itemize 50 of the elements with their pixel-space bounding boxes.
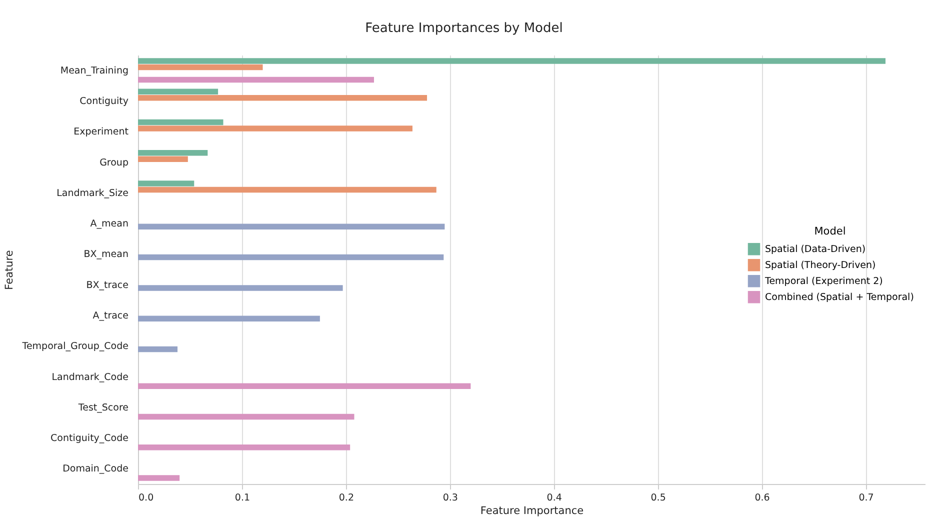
- bar: [138, 186, 436, 193]
- x-tick-label: 0.3: [442, 492, 458, 504]
- x-tick-label: 0.7: [858, 492, 874, 504]
- y-tick-label: BX_trace: [86, 280, 129, 291]
- y-tick-label: Experiment: [74, 126, 129, 138]
- x-tick-label: 0.5: [650, 492, 666, 504]
- bar: [138, 414, 354, 420]
- bar: [138, 76, 374, 83]
- y-tick-label: Contiguity_Code: [50, 433, 129, 444]
- bar: [138, 224, 445, 230]
- chart-title: Feature Importances by Model: [365, 21, 563, 36]
- bar: [138, 88, 218, 94]
- bar: [138, 94, 428, 101]
- x-tick-label: 0.0: [138, 492, 154, 504]
- legend-label: Spatial (Theory-Driven): [765, 260, 876, 272]
- y-tick-label: Temporal_Group_Code: [21, 341, 129, 352]
- y-axis-title: Feature: [3, 250, 16, 290]
- bar: [138, 444, 350, 450]
- y-tick-label: Group: [100, 157, 128, 168]
- bar: [138, 285, 343, 291]
- bar: [138, 64, 263, 70]
- x-tick-label: 0.4: [546, 492, 562, 504]
- bar: [138, 180, 194, 186]
- x-tick-label: 0.1: [234, 492, 250, 504]
- legend-label: Combined (Spatial + Temporal): [765, 292, 914, 304]
- bar: [138, 316, 320, 322]
- legend-label: Temporal (Experiment 2): [764, 276, 883, 288]
- bar: [138, 150, 208, 156]
- y-tick-label: A_mean: [90, 218, 128, 230]
- y-tick-label: Domain_Code: [62, 464, 129, 475]
- x-tick-label: 0.2: [338, 492, 354, 504]
- bar: [138, 156, 188, 162]
- bar: [138, 119, 224, 126]
- legend-title: Model: [814, 226, 846, 238]
- y-tick-label: Test_Score: [77, 402, 129, 414]
- bar: [138, 58, 886, 64]
- bar: [138, 475, 180, 481]
- legend-label: Spatial (Data-Driven): [765, 244, 866, 256]
- y-tick-label: Mean_Training: [60, 65, 128, 76]
- bar: [138, 254, 444, 260]
- x-axis-title: Feature Importance: [480, 505, 584, 517]
- x-tick-label: 0.6: [754, 492, 770, 504]
- bar: [138, 346, 178, 352]
- y-tick-label: Contiguity: [80, 96, 129, 107]
- y-tick-label: BX_mean: [84, 249, 128, 260]
- bar: [138, 383, 471, 390]
- y-tick-label: Landmark_Code: [52, 372, 129, 383]
- y-tick-label: A_trace: [92, 310, 129, 322]
- bar: [138, 126, 412, 132]
- y-tick-label: Landmark_Size: [56, 188, 129, 199]
